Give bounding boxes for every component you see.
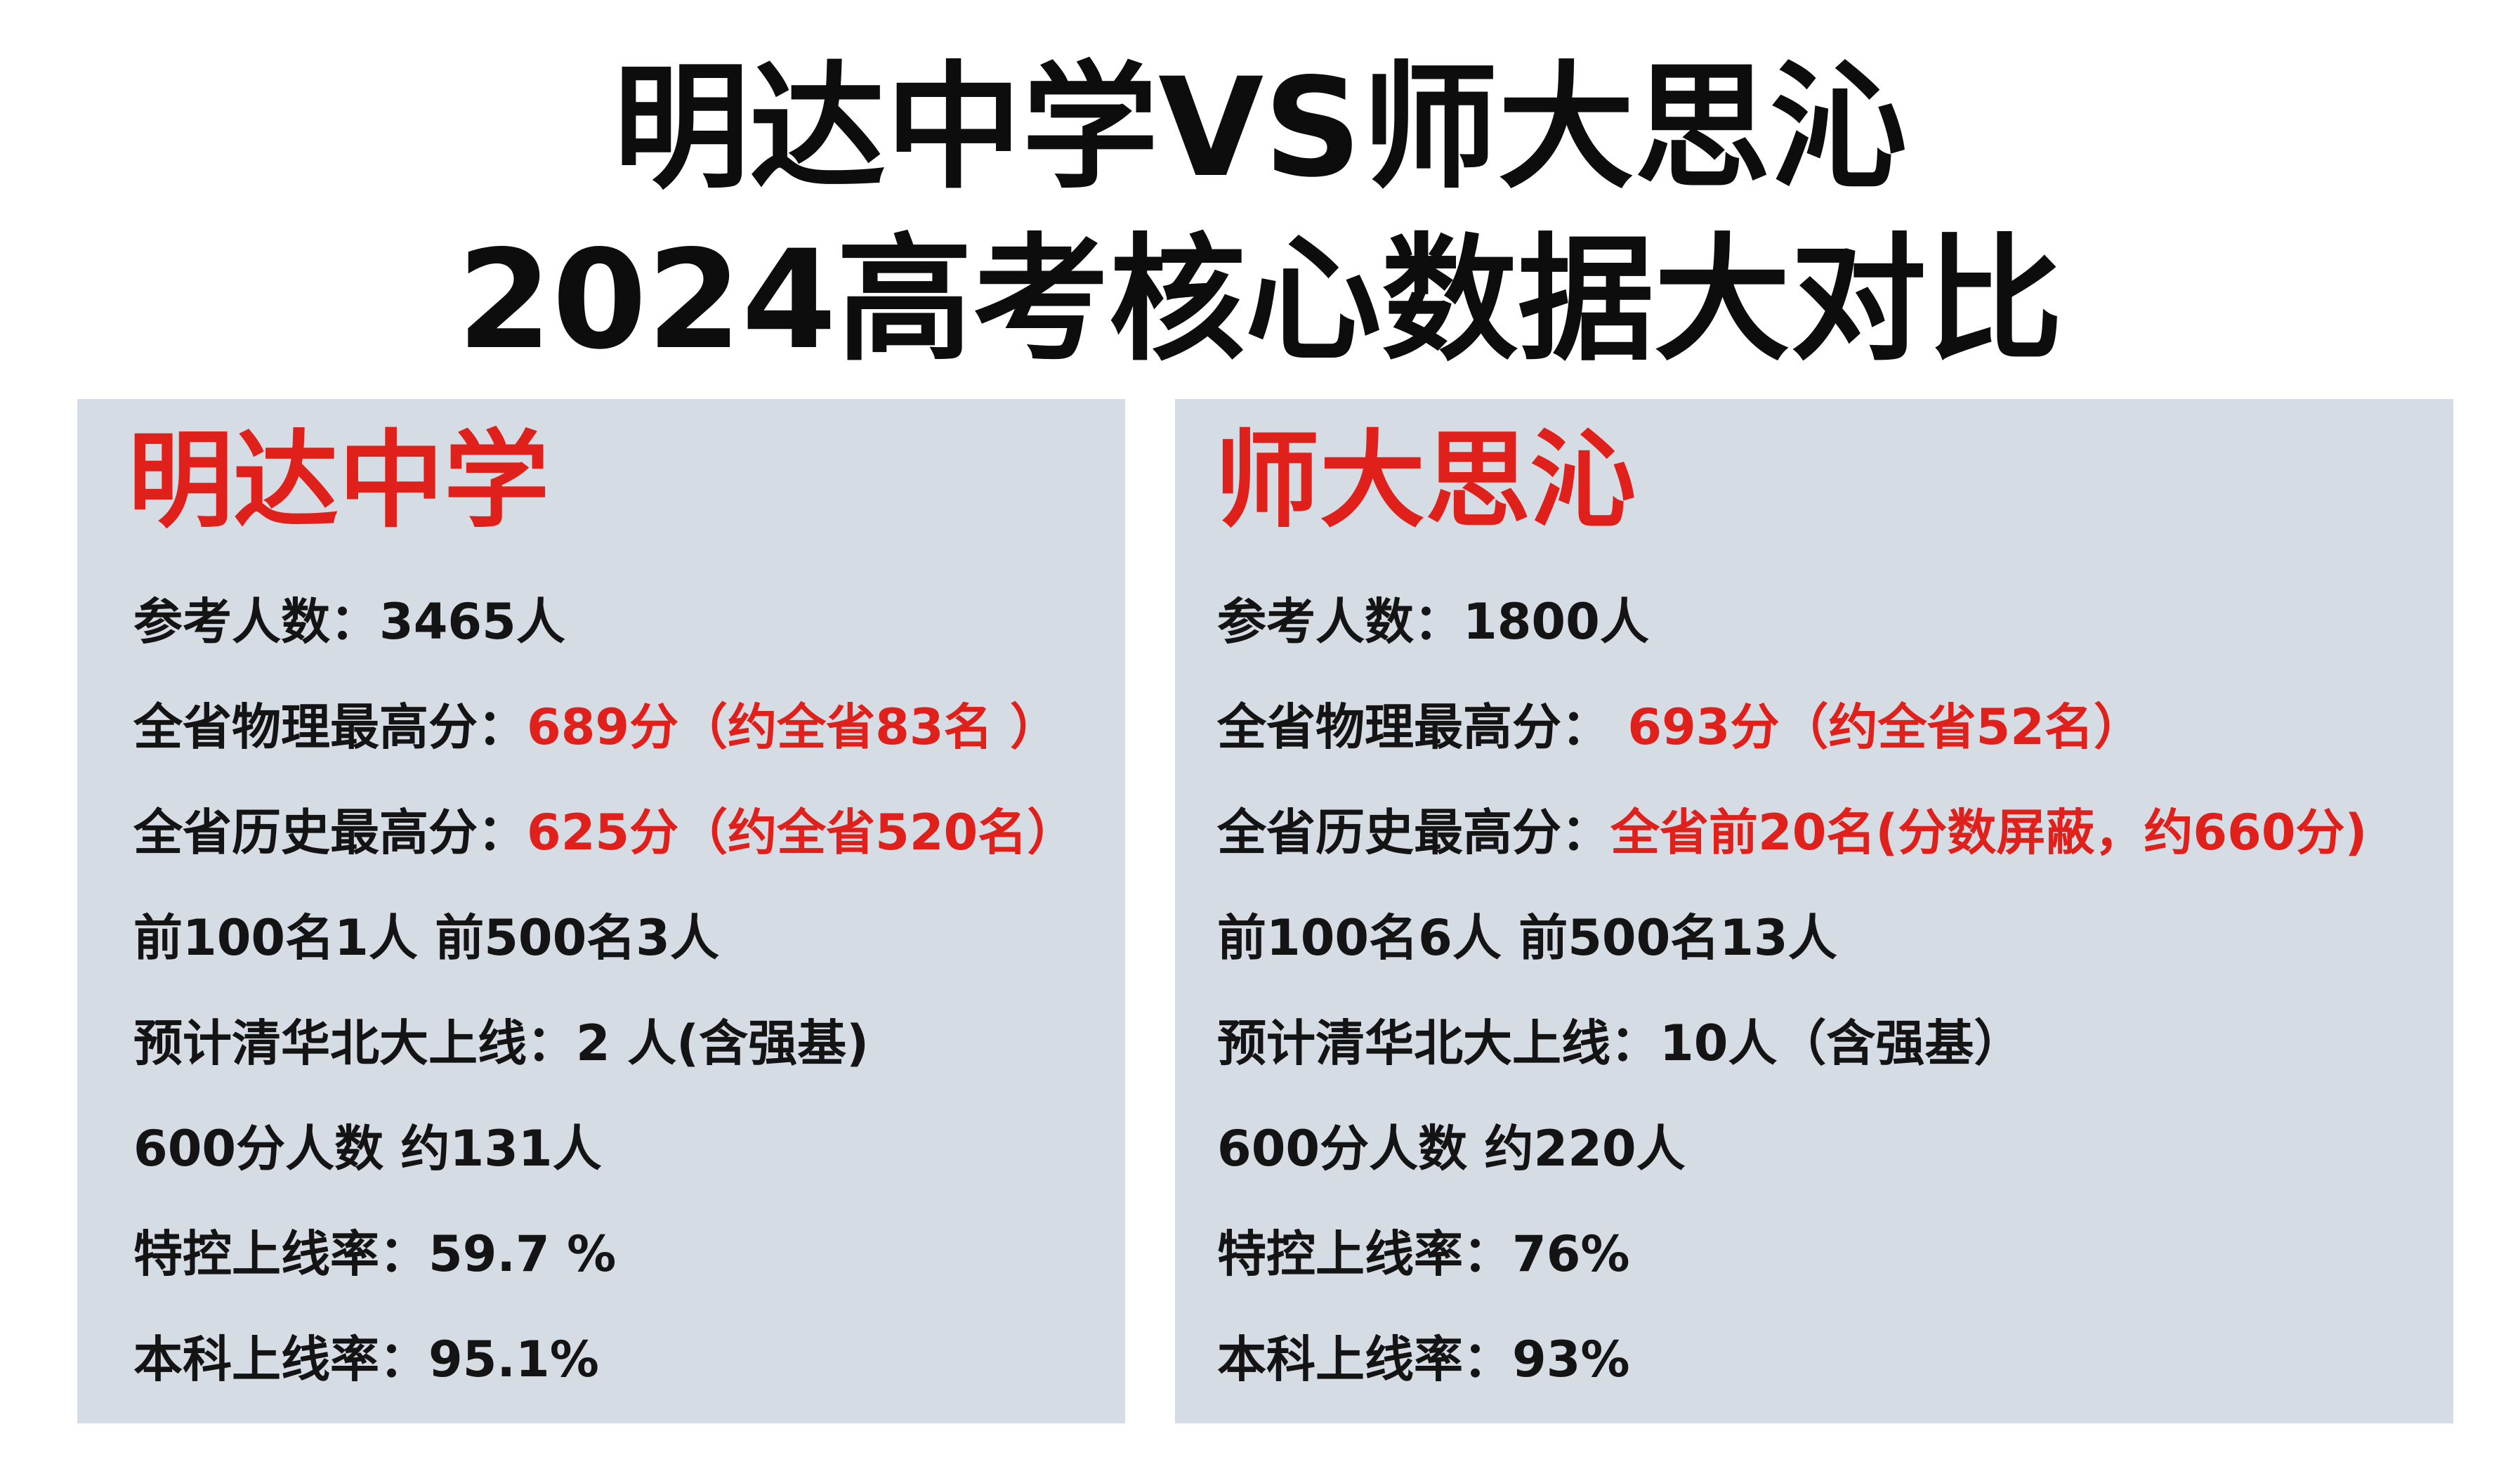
stat-label: 本科上线率：	[133, 1331, 428, 1388]
stat-row-tsinghua-pku: 预计清华北大上线：2 人(含强基)	[133, 1019, 869, 1068]
stat-label: 参考人数：	[133, 593, 379, 651]
stat-row-top-ranks: 前100名1人 前500名3人	[133, 913, 719, 963]
stat-row-participants: 参考人数：1800人	[1217, 597, 1649, 646]
stat-row-physics-top: 全省物理最高分： 693分（约全省52名）	[1217, 703, 2143, 752]
stat-label: 预计清华北大上线：	[133, 1014, 576, 1072]
page-title-line-1: 明达中学VS师大思沁	[613, 48, 1907, 207]
stat-row-participants: 参考人数：3465人	[133, 597, 565, 646]
stat-row-top-ranks: 前100名6人 前500名13人	[1217, 913, 1837, 963]
stat-label: 全省历史最高分：	[133, 804, 527, 861]
school-name: 明达中学	[128, 420, 550, 542]
stat-value: 全省前20名(分数屏蔽，约660分)	[1610, 804, 2368, 861]
stat-row-history-top: 全省历史最高分：全省前20名(分数屏蔽，约660分)	[1217, 808, 2368, 857]
stat-row-600-count: 600分人数 约131人	[133, 1124, 602, 1173]
stat-label: 特控上线率：	[133, 1225, 428, 1283]
stat-value: 前100名1人 前500名3人	[133, 909, 720, 967]
stat-value: 95.1%	[428, 1331, 599, 1388]
stat-row-special-rate: 特控上线率：76%	[1217, 1229, 1630, 1279]
stat-row-physics-top: 全省物理最高分：689分（约全省83名 ）	[133, 703, 1059, 752]
stat-value: 10人（含强基）	[1660, 1014, 2023, 1072]
school-name: 师大思沁	[1214, 420, 1636, 542]
stat-value: 600分人数 约131人	[133, 1120, 602, 1177]
stat-value: 693分（约全省52名）	[1610, 698, 2143, 756]
stat-label: 参考人数：	[1217, 593, 1463, 651]
school-panel-shidasiqin: 师大思沁 参考人数：1800人 全省物理最高分： 693分（约全省52名） 全省…	[1175, 399, 2453, 1423]
stat-row-600-count: 600分人数 约220人	[1217, 1124, 1686, 1173]
stat-row-undergrad-rate: 本科上线率：93%	[1217, 1335, 1630, 1384]
stat-value: 93%	[1512, 1331, 1630, 1388]
stat-value: 625分（约全省520名）	[527, 804, 1077, 861]
stat-label: 特控上线率：	[1217, 1225, 1512, 1283]
stat-value: 前100名6人 前500名13人	[1217, 909, 1837, 967]
stat-row-special-rate: 特控上线率：59.7 %	[133, 1229, 616, 1279]
stat-value: 1800人	[1463, 593, 1649, 651]
stat-value: 689分（约全省83名 ）	[527, 698, 1059, 756]
stat-label: 全省物理最高分：	[1217, 698, 1610, 756]
stat-row-undergrad-rate: 本科上线率：95.1%	[133, 1335, 599, 1384]
school-panel-mingda: 明达中学 参考人数：3465人 全省物理最高分：689分（约全省83名 ） 全省…	[77, 399, 1125, 1423]
stat-label: 本科上线率：	[1217, 1331, 1512, 1388]
stat-value: 3465人	[379, 593, 565, 651]
stat-value: 2 人(含强基)	[576, 1014, 869, 1072]
stat-value: 59.7 %	[428, 1225, 617, 1283]
stat-label: 全省历史最高分：	[1217, 804, 1610, 861]
stat-row-history-top: 全省历史最高分：625分（约全省520名）	[133, 808, 1076, 857]
stat-value: 600分人数 约220人	[1217, 1120, 1686, 1177]
stat-label: 全省物理最高分：	[133, 698, 527, 756]
stat-row-tsinghua-pku: 预计清华北大上线：10人（含强基）	[1217, 1019, 2023, 1068]
page-title-line-2: 2024高考核心数据大对比	[457, 221, 2063, 379]
stat-value: 76%	[1512, 1225, 1630, 1283]
stat-label: 预计清华北大上线：	[1217, 1014, 1660, 1072]
